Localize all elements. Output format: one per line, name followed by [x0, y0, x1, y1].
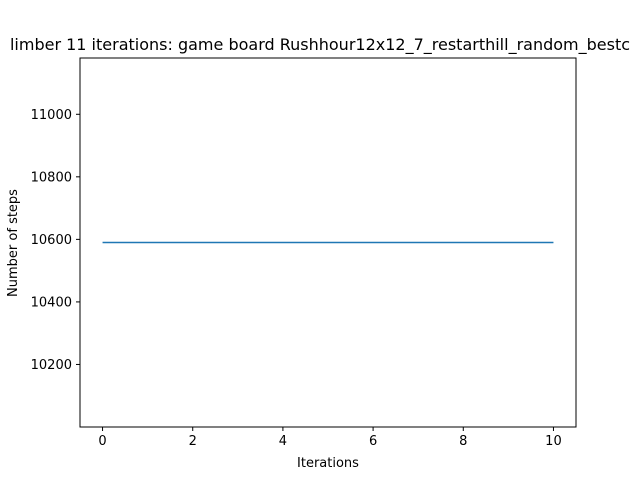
x-tick-label: 10 [545, 434, 562, 449]
y-tick-label: 10400 [31, 295, 72, 310]
chart-title: limber 11 iterations: game board Rushhou… [10, 35, 630, 55]
x-tick-label: 4 [279, 434, 287, 449]
x-axis-label: Iterations [297, 456, 359, 471]
y-tick-label: 11000 [31, 108, 72, 123]
x-axis-ticks: 0 2 4 6 8 10 [98, 427, 562, 449]
x-tick-label: 2 [189, 434, 197, 449]
y-tick-label: 10800 [31, 170, 72, 185]
x-tick-label: 8 [459, 434, 467, 449]
y-tick-label: 10200 [31, 358, 72, 373]
y-tick-label: 10600 [31, 233, 72, 248]
y-axis-label: Number of steps [6, 189, 21, 297]
y-axis-ticks: 10200 10400 10600 10800 11000 [31, 108, 80, 373]
x-tick-label: 6 [369, 434, 377, 449]
plot-frame [79, 57, 577, 428]
x-tick-label: 0 [98, 434, 106, 449]
